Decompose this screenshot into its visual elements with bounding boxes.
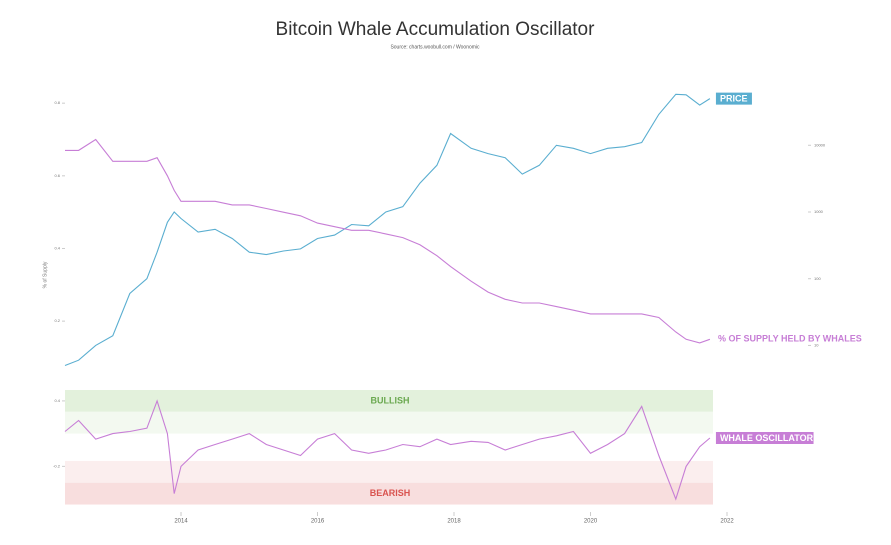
band	[65, 460, 713, 483]
x-tick-label: 2022	[720, 519, 734, 525]
band-label: BULLISH	[371, 395, 410, 405]
y2-tick-label: 1000	[814, 209, 824, 214]
y-axis-label: % of Supply	[42, 261, 48, 288]
chart-title: Bitcoin Whale Accumulation Oscillator	[276, 19, 596, 40]
y-tick-label: 0.8	[54, 100, 60, 105]
x-tick-label: 2018	[447, 519, 461, 525]
band	[65, 482, 713, 505]
series-label: % OF SUPPLY HELD BY WHALES	[718, 334, 862, 344]
y2-tick-label: 10000	[814, 142, 826, 147]
y-tick-label: 0.4	[54, 246, 60, 251]
x-tick-label: 2014	[174, 519, 188, 525]
series-label: PRICE	[720, 93, 748, 103]
band	[65, 390, 713, 412]
series-line	[64, 399, 711, 501]
y-tick-label: 0.4	[54, 398, 60, 403]
y-tick-label: -0.2	[53, 463, 61, 468]
y2-tick-label: 10	[814, 343, 819, 348]
series-label-box	[715, 92, 752, 105]
source: Source: charts.woobull.com / Woonomic	[390, 44, 480, 50]
y-tick-label: 0.6	[54, 173, 60, 178]
band	[65, 411, 713, 434]
series-line	[65, 138, 711, 344]
x-tick-label: 2020	[584, 519, 598, 525]
series-line	[64, 93, 711, 367]
series-label-box	[715, 432, 814, 444]
y2-tick-label: 100	[814, 276, 821, 281]
y-tick-label: 0.2	[54, 318, 60, 323]
x-tick-label: 2016	[311, 519, 325, 525]
band-label: BEARISH	[370, 488, 411, 498]
series-label: WHALE OSCILLATOR	[720, 433, 814, 443]
